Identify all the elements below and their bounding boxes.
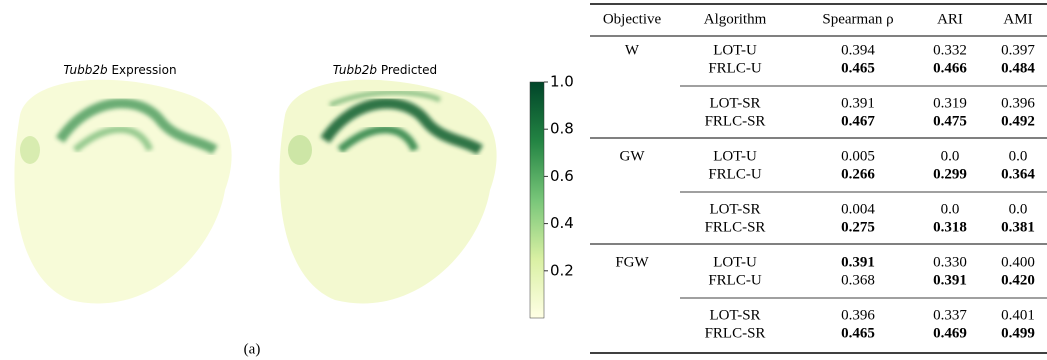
panel-title: Tubb2b Expression xyxy=(63,63,176,77)
colorbar-tick-label: 0.6 xyxy=(550,167,574,185)
panel-title: Tubb2b Predicted xyxy=(333,63,437,77)
metric-value: 0.275 xyxy=(841,219,875,235)
metric-value: 0.475 xyxy=(933,113,967,129)
algorithm: LOT-U xyxy=(713,42,757,58)
metric-value: 0.396 xyxy=(841,307,875,323)
colorbar-tick-label: 0.2 xyxy=(550,261,574,279)
column-header: Spearman ρ xyxy=(822,11,893,27)
metric-value: 0.391 xyxy=(841,254,875,270)
metric-value: 0.499 xyxy=(1001,325,1035,341)
metric-value: 0.467 xyxy=(841,113,875,129)
metric-value: 0.0 xyxy=(1009,148,1028,164)
metric-value: 0.420 xyxy=(1001,272,1035,288)
metric-value: 0.394 xyxy=(841,42,875,58)
metric-value: 0.466 xyxy=(933,60,967,76)
gene-name: Tubb2b xyxy=(63,63,108,77)
metric-value: 0.0 xyxy=(941,201,960,217)
metric-value: 0.364 xyxy=(1001,166,1035,182)
panel-label: Predicted xyxy=(381,63,437,77)
column-header: AMI xyxy=(1003,11,1032,27)
metric-value: 0.0 xyxy=(941,148,960,164)
objective: FGW xyxy=(615,254,649,270)
metric-value: 0.396 xyxy=(1001,95,1035,111)
column-header: Objective xyxy=(603,11,662,27)
metric-value: 0.0 xyxy=(1009,201,1028,217)
metric-value: 0.381 xyxy=(1001,219,1035,235)
figure: Tubb2b ExpressionTubb2b Predicted 0.20.4… xyxy=(0,0,1047,360)
colorbar xyxy=(530,82,544,318)
metric-value: 0.401 xyxy=(1001,307,1035,323)
algorithm: FRLC-U xyxy=(708,166,762,182)
colorbar-tick-label: 0.4 xyxy=(550,214,574,232)
objective: GW xyxy=(620,148,646,164)
objective: W xyxy=(625,42,640,58)
metric-value: 0.266 xyxy=(841,166,875,182)
metric-value: 0.400 xyxy=(1001,254,1035,270)
metric-value: 0.397 xyxy=(1001,42,1035,58)
metric-value: 0.484 xyxy=(1001,60,1035,76)
algorithm: LOT-U xyxy=(713,148,757,164)
metric-value: 0.391 xyxy=(933,272,967,288)
column-header: ARI xyxy=(937,11,963,27)
colorbar-tick-label: 0.8 xyxy=(550,120,574,138)
metric-value: 0.005 xyxy=(841,148,875,164)
caption: (a) xyxy=(244,341,261,357)
gene-name: Tubb2b xyxy=(333,63,378,77)
metric-value: 0.391 xyxy=(841,95,875,111)
metric-value: 0.469 xyxy=(933,325,967,341)
metric-value: 0.004 xyxy=(841,201,875,217)
column-header: Algorithm xyxy=(704,11,767,27)
expression-image xyxy=(14,80,231,304)
algorithm: LOT-SR xyxy=(709,201,760,217)
metric-value: 0.330 xyxy=(933,254,967,270)
metric-value: 0.337 xyxy=(933,307,967,323)
metric-value: 0.299 xyxy=(933,166,967,182)
algorithm: FRLC-U xyxy=(708,60,762,76)
metric-value: 0.332 xyxy=(933,42,967,58)
algorithm: FRLC-SR xyxy=(705,113,766,129)
predicted-image xyxy=(279,80,496,304)
algorithm: FRLC-U xyxy=(708,272,762,288)
algorithm: LOT-U xyxy=(713,254,757,270)
metric-value: 0.319 xyxy=(933,95,967,111)
algorithm: LOT-SR xyxy=(709,307,760,323)
panel-label: Expression xyxy=(111,63,176,77)
metric-value: 0.465 xyxy=(841,325,875,341)
metric-value: 0.465 xyxy=(841,60,875,76)
algorithm: FRLC-SR xyxy=(705,219,766,235)
metric-value: 0.492 xyxy=(1001,113,1035,129)
metric-value: 0.318 xyxy=(933,219,967,235)
metric-value: 0.368 xyxy=(841,272,875,288)
colorbar-tick-label: 1.0 xyxy=(550,73,574,91)
algorithm: LOT-SR xyxy=(709,95,760,111)
algorithm: FRLC-SR xyxy=(705,325,766,341)
